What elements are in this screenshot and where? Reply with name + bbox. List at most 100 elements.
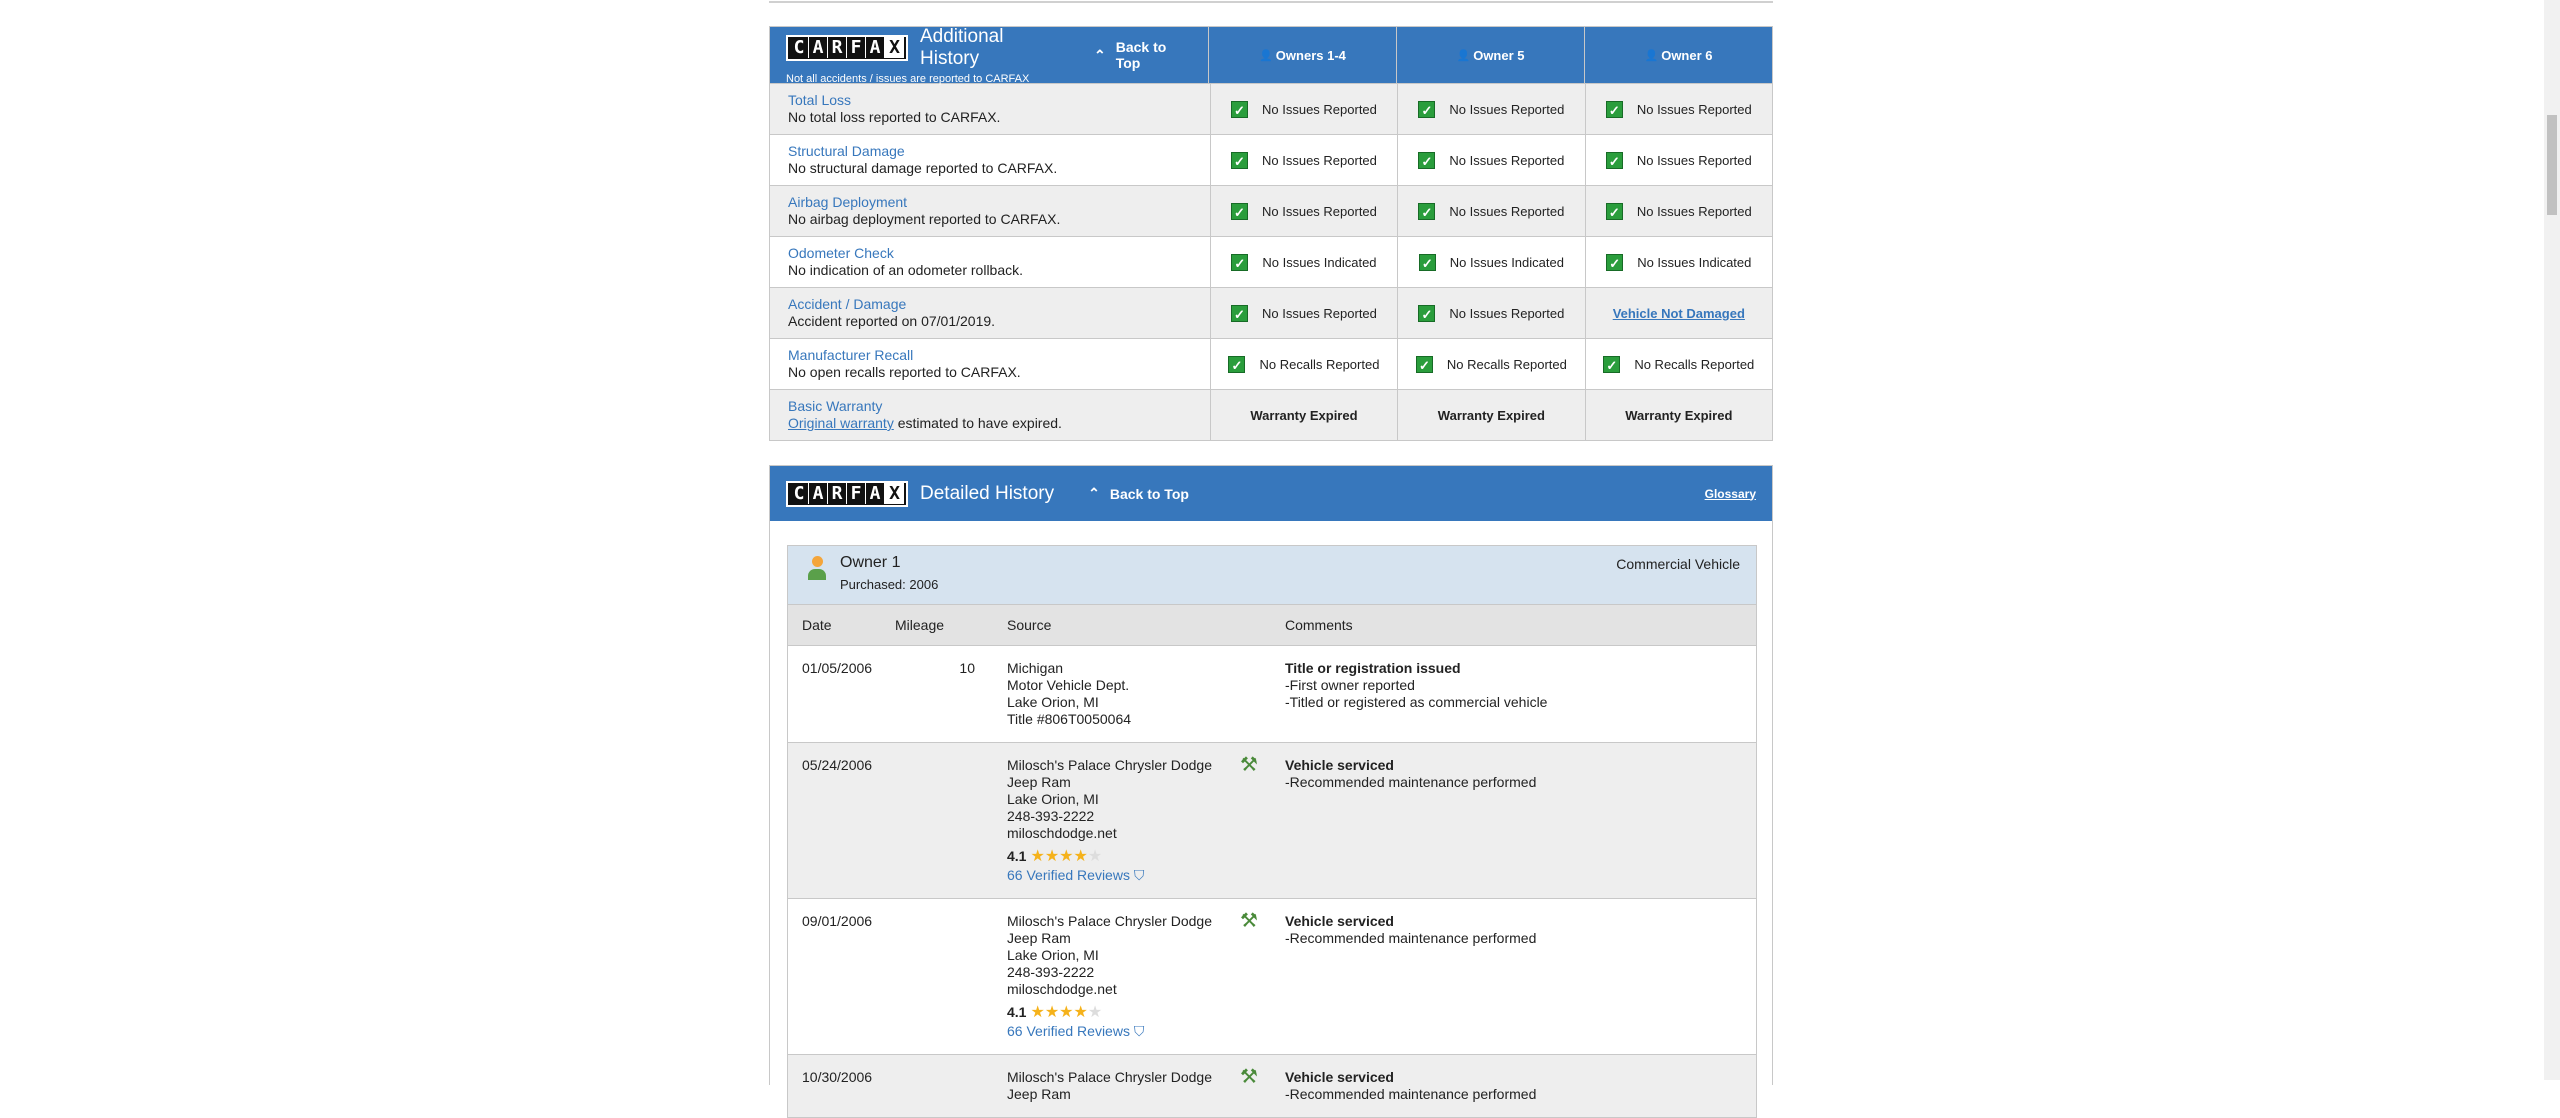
- person-icon: 👤: [1456, 49, 1471, 62]
- star-icon: ★: [1073, 848, 1088, 865]
- star-icon: ★: [1044, 848, 1060, 865]
- icon-cell: ⚒: [1240, 754, 1285, 884]
- source-line: miloschdodge.net: [1007, 825, 1117, 841]
- check-label-cell: Total Loss No total loss reported to CARF…: [770, 84, 1210, 134]
- warranty-status: Warranty Expired: [1437, 407, 1545, 423]
- star-icon: ★: [1044, 1004, 1060, 1021]
- owner-status-cell: ✓ No Issues Reported: [1397, 186, 1584, 236]
- star-icon: ★: [1087, 848, 1103, 865]
- entry-comments: Vehicle serviced -Recommended maintenance…: [1285, 1069, 1756, 1103]
- comment-title: Title or registration issued: [1285, 660, 1461, 676]
- comment-line: -Recommended maintenance performed: [1285, 930, 1537, 946]
- checkmark-icon: ✓: [1603, 355, 1621, 373]
- owner-status-cell: ✓ No Issues Reported: [1584, 84, 1772, 134]
- scrollbar-thumb[interactable]: [2547, 115, 2557, 215]
- check-description: No indication of an odometer rollback.: [788, 262, 1024, 278]
- history-check-row: Total Loss No total loss reported to CARF…: [770, 83, 1772, 134]
- status-text: No Issues Reported: [1636, 152, 1752, 168]
- entry-mileage: [895, 757, 975, 884]
- checkmark-icon: ✓: [1605, 151, 1623, 169]
- entry-date: 01/05/2006: [802, 660, 873, 676]
- history-entry-row: 09/01/2006 Milosch's Palace Chrysler Dodg…: [788, 899, 1756, 1055]
- check-label-cell: Structural Damage No structural damage re…: [770, 135, 1210, 185]
- checkmark-icon: ✓: [1418, 202, 1436, 220]
- owner-status-cell: ✓ No Issues Reported: [1397, 84, 1584, 134]
- check-description: No total loss reported to CARFAX.: [788, 109, 1001, 125]
- entry-date: 05/24/2006: [802, 757, 873, 773]
- original-warranty-link[interactable]: Original warranty: [788, 415, 894, 431]
- check-name[interactable]: Odometer Check: [788, 245, 894, 261]
- status-text: No Issues Reported: [1449, 101, 1565, 117]
- check-name[interactable]: Accident / Damage: [788, 296, 907, 312]
- checkmark-icon: ✓: [1231, 253, 1249, 271]
- source-line: Jeep Ram: [1007, 930, 1071, 946]
- star-icon: ★: [1059, 1004, 1074, 1021]
- check-label-cell: Odometer Check No indication of an odomet…: [770, 237, 1210, 287]
- warranty-status: Warranty Expired: [1625, 407, 1733, 423]
- status-text: No Recalls Reported: [1446, 356, 1567, 372]
- entry-source: Michigan Motor Vehicle Dept. Lake Orion, M…: [975, 660, 1240, 728]
- check-name[interactable]: Total Loss: [788, 92, 852, 108]
- source-line: Jeep Ram: [1007, 774, 1071, 790]
- status-text: No Recalls Reported: [1259, 356, 1380, 372]
- source-line: 248-393-2222: [1007, 808, 1095, 824]
- source-line: Motor Vehicle Dept.: [1007, 677, 1130, 693]
- owner-status-cell: ✓ No Recalls Reported: [1584, 339, 1772, 389]
- entry-mileage: [895, 1069, 975, 1103]
- comment-line: -First owner reported: [1285, 677, 1415, 693]
- owner-column-header: 👤 Owner 5: [1396, 27, 1584, 83]
- check-name[interactable]: Manufacturer Recall: [788, 347, 914, 363]
- back-to-top-button[interactable]: ⌃ Back to Top: [1094, 39, 1167, 71]
- vehicle-not-damaged-link[interactable]: Vehicle Not Damaged: [1612, 305, 1745, 321]
- owner-column-header: 👤 Owner 6: [1584, 27, 1772, 83]
- entry-comments: Vehicle serviced -Recommended maintenance…: [1285, 913, 1756, 1040]
- icon-cell: ⚒: [1240, 1067, 1285, 1103]
- star-icon: ★: [1030, 848, 1045, 865]
- verified-reviews-link[interactable]: 66 Verified Reviews ⛉: [1007, 1023, 1145, 1039]
- check-name[interactable]: Basic Warranty: [788, 398, 883, 414]
- status-text: No Issues Reported: [1449, 152, 1565, 168]
- section-title: Detailed History: [920, 482, 1055, 504]
- rating: 4.1 ★★★★★: [1007, 1004, 1240, 1021]
- warranty-status: Warranty Expired: [1250, 407, 1358, 423]
- owner-status-cell: Warranty Expired: [1584, 390, 1772, 440]
- comment-title: Vehicle serviced: [1285, 757, 1394, 773]
- glossary-link[interactable]: Glossary: [1704, 486, 1756, 501]
- owner-section: Owner 1 Purchased: 2006 Commercial Vehic…: [787, 545, 1757, 1118]
- owner-status-cell: ✓ No Recalls Reported: [1209, 339, 1397, 389]
- source-line: Lake Orion, MI: [1007, 694, 1099, 710]
- owner-person-icon: [808, 556, 826, 582]
- chevron-up-icon: ⌃: [1088, 485, 1100, 501]
- comment-line: -Recommended maintenance performed: [1285, 774, 1537, 790]
- col-comments: Comments: [1285, 617, 1353, 633]
- checkmark-icon: ✓: [1605, 100, 1623, 118]
- source-line: Title #806T0050064: [1007, 711, 1132, 727]
- col-mileage: Mileage: [895, 617, 945, 633]
- checkmark-icon: ✓: [1415, 355, 1433, 373]
- checkmark-icon: ✓: [1231, 202, 1248, 220]
- verified-reviews-link[interactable]: 66 Verified Reviews ⛉: [1007, 867, 1145, 883]
- check-name[interactable]: Structural Damage: [788, 143, 905, 159]
- source-line: Lake Orion, MI: [1007, 947, 1099, 963]
- star-icon: ★: [1030, 1004, 1045, 1021]
- rating-value: 4.1: [1007, 1004, 1027, 1020]
- verified-shield-icon: ⛉: [1129, 867, 1145, 883]
- col-source: Source: [1007, 617, 1052, 633]
- owner-status-cell: Vehicle Not Damaged: [1584, 288, 1772, 338]
- owner-status-cell: ✓ No Issues Indicated: [1397, 237, 1584, 287]
- top-divider: [769, 0, 1773, 3]
- checkmark-icon: ✓: [1605, 202, 1623, 220]
- history-check-row: Structural Damage No structural damage re…: [770, 134, 1772, 185]
- checkmark-icon: ✓: [1418, 100, 1436, 118]
- back-to-top-button[interactable]: ⌃ Back to Top: [1088, 485, 1189, 502]
- rating: 4.1 ★★★★★: [1007, 848, 1240, 865]
- service-tools-icon: ⚒: [1240, 754, 1258, 776]
- star-icon: ★: [1073, 1004, 1088, 1021]
- owner-purchased: Purchased: 2006: [840, 577, 939, 592]
- source-line: Milosch's Palace Chrysler Dodge: [1007, 913, 1212, 929]
- check-name[interactable]: Airbag Deployment: [788, 194, 908, 210]
- checkmark-icon: ✓: [1231, 100, 1248, 118]
- page-scrollbar[interactable]: [2544, 0, 2560, 1080]
